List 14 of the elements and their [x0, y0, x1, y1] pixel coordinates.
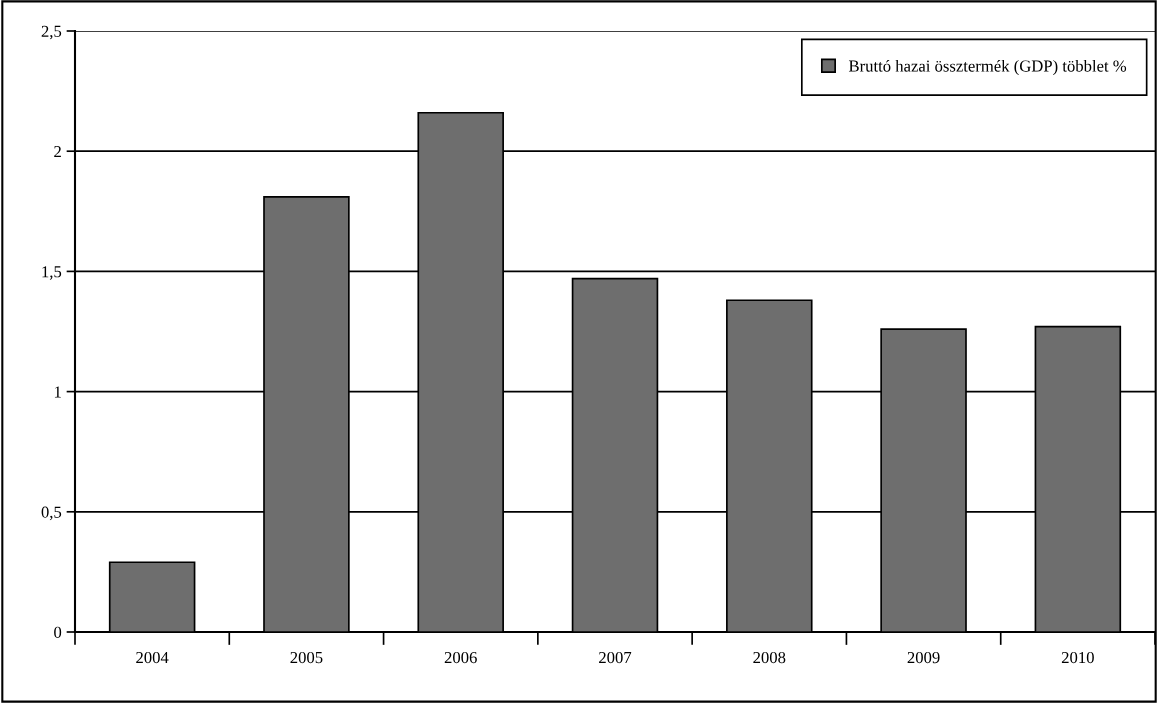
y-tick-label: 2	[54, 145, 61, 157]
y-tick-label: 1,5	[42, 266, 62, 280]
legend-label: Bruttó hazai össztermék (GDP) többlet %	[848, 59, 1127, 76]
x-tick-label: 2007	[599, 651, 632, 664]
x-tick-label: 2004	[136, 651, 169, 664]
x-tick-label: 2008	[753, 651, 786, 664]
y-tick-label: 2,5	[41, 25, 62, 40]
x-tick-label: 2010	[1061, 651, 1094, 664]
y-tick-label: 0,5	[41, 506, 62, 521]
y-tick-label: 1	[54, 386, 61, 398]
y-tick-label: 0	[54, 626, 62, 638]
x-tick-label: 2006	[444, 651, 477, 664]
x-tick-label: 2005	[290, 651, 323, 664]
x-tick-label: 2009	[907, 651, 940, 664]
